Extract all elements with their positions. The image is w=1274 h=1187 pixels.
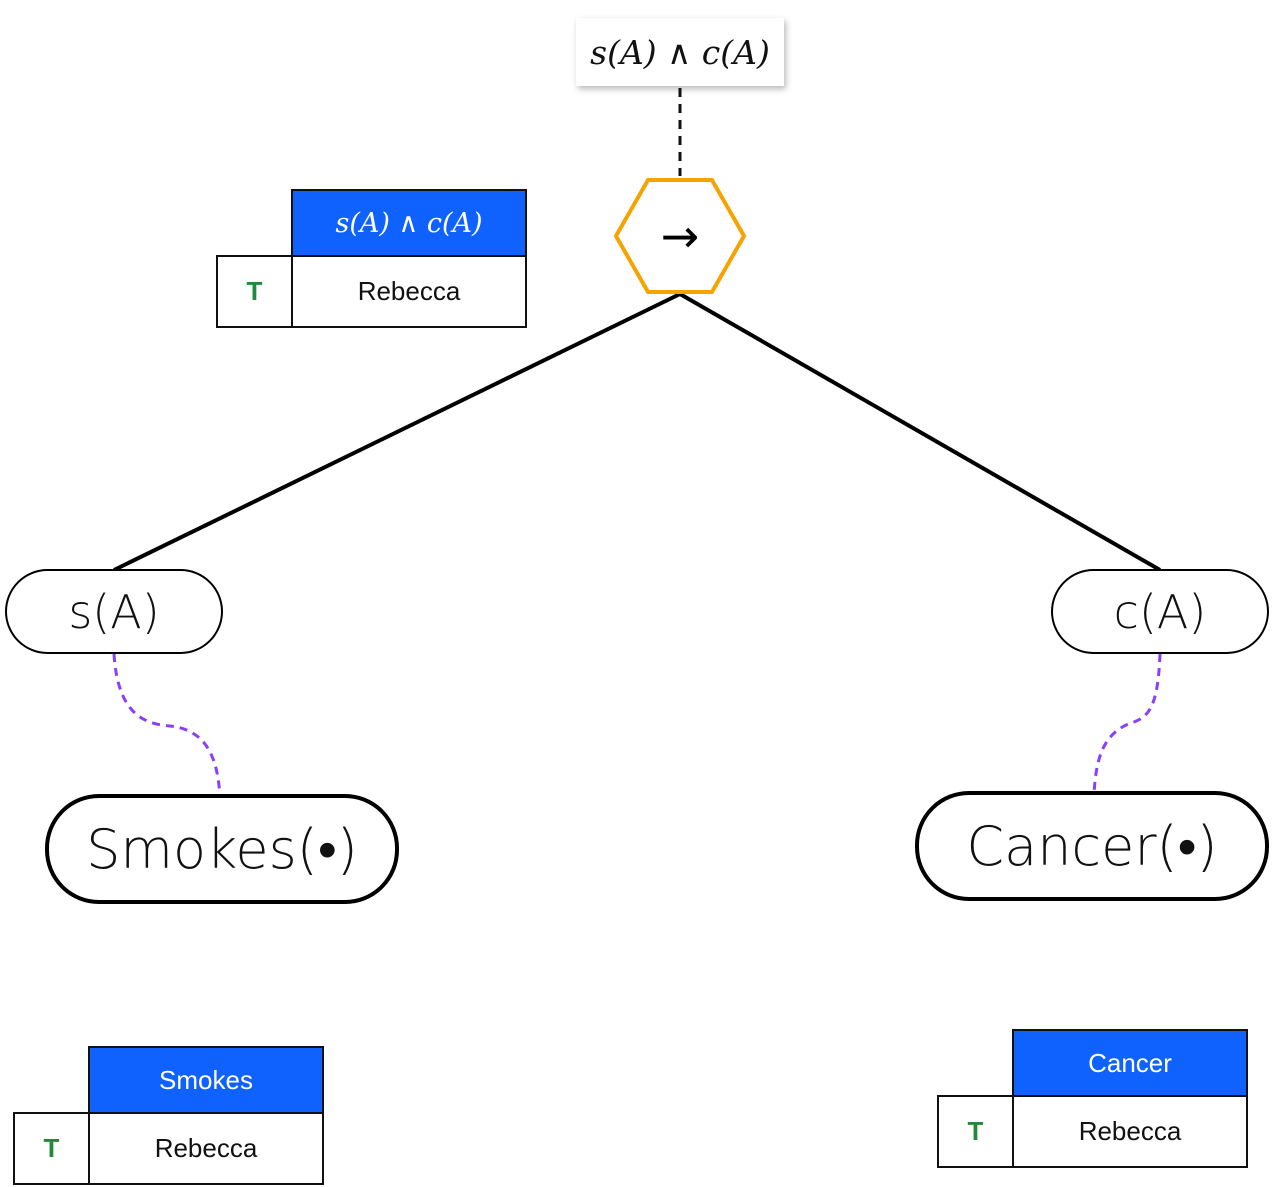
grounding-value-cell: Rebecca [88, 1112, 324, 1185]
grounding-link-smokes [112, 653, 222, 799]
left-variable-label: s(A) [68, 584, 160, 639]
table-corner [938, 1030, 1013, 1096]
implication-arrow-icon: → [661, 209, 700, 263]
smokes-predicate-label: Smokes(•) [86, 817, 358, 881]
operator-hexagon[interactable] [613, 178, 747, 294]
cancer-truth-table: Cancer T Rebecca [937, 1029, 1248, 1168]
table-header: Smokes [88, 1046, 324, 1114]
right-variable-node[interactable]: c(A) [1051, 569, 1269, 654]
truth-value-cell: T [937, 1095, 1014, 1168]
smokes-truth-table: Smokes T Rebecca [13, 1046, 324, 1185]
right-variable-label: c(A) [1113, 584, 1207, 639]
edge-root-to-left [113, 292, 681, 572]
table-header: Cancer [1012, 1029, 1248, 1097]
grounding-value-cell: Rebecca [1012, 1095, 1248, 1168]
cancer-predicate-node[interactable]: Cancer(•) [915, 791, 1269, 901]
root-truth-table: s(A) ∧ c(A) T Rebecca [216, 189, 527, 328]
edge-root-to-right [679, 292, 1161, 572]
smokes-predicate-node[interactable]: Smokes(•) [45, 794, 399, 904]
table-corner [217, 190, 292, 256]
truth-value-cell: T [216, 255, 293, 328]
grounding-value-cell: Rebecca [291, 255, 527, 328]
left-variable-node[interactable]: s(A) [5, 569, 223, 654]
root-formula-text: s(A) ∧ c(A) [590, 32, 770, 72]
table-corner [14, 1047, 89, 1113]
table-header: s(A) ∧ c(A) [291, 189, 527, 257]
grounding-link-cancer [1092, 653, 1162, 795]
root-formula-label: s(A) ∧ c(A) [576, 18, 784, 86]
cancer-predicate-label: Cancer(•) [966, 814, 1218, 878]
truth-value-cell: T [13, 1112, 90, 1185]
